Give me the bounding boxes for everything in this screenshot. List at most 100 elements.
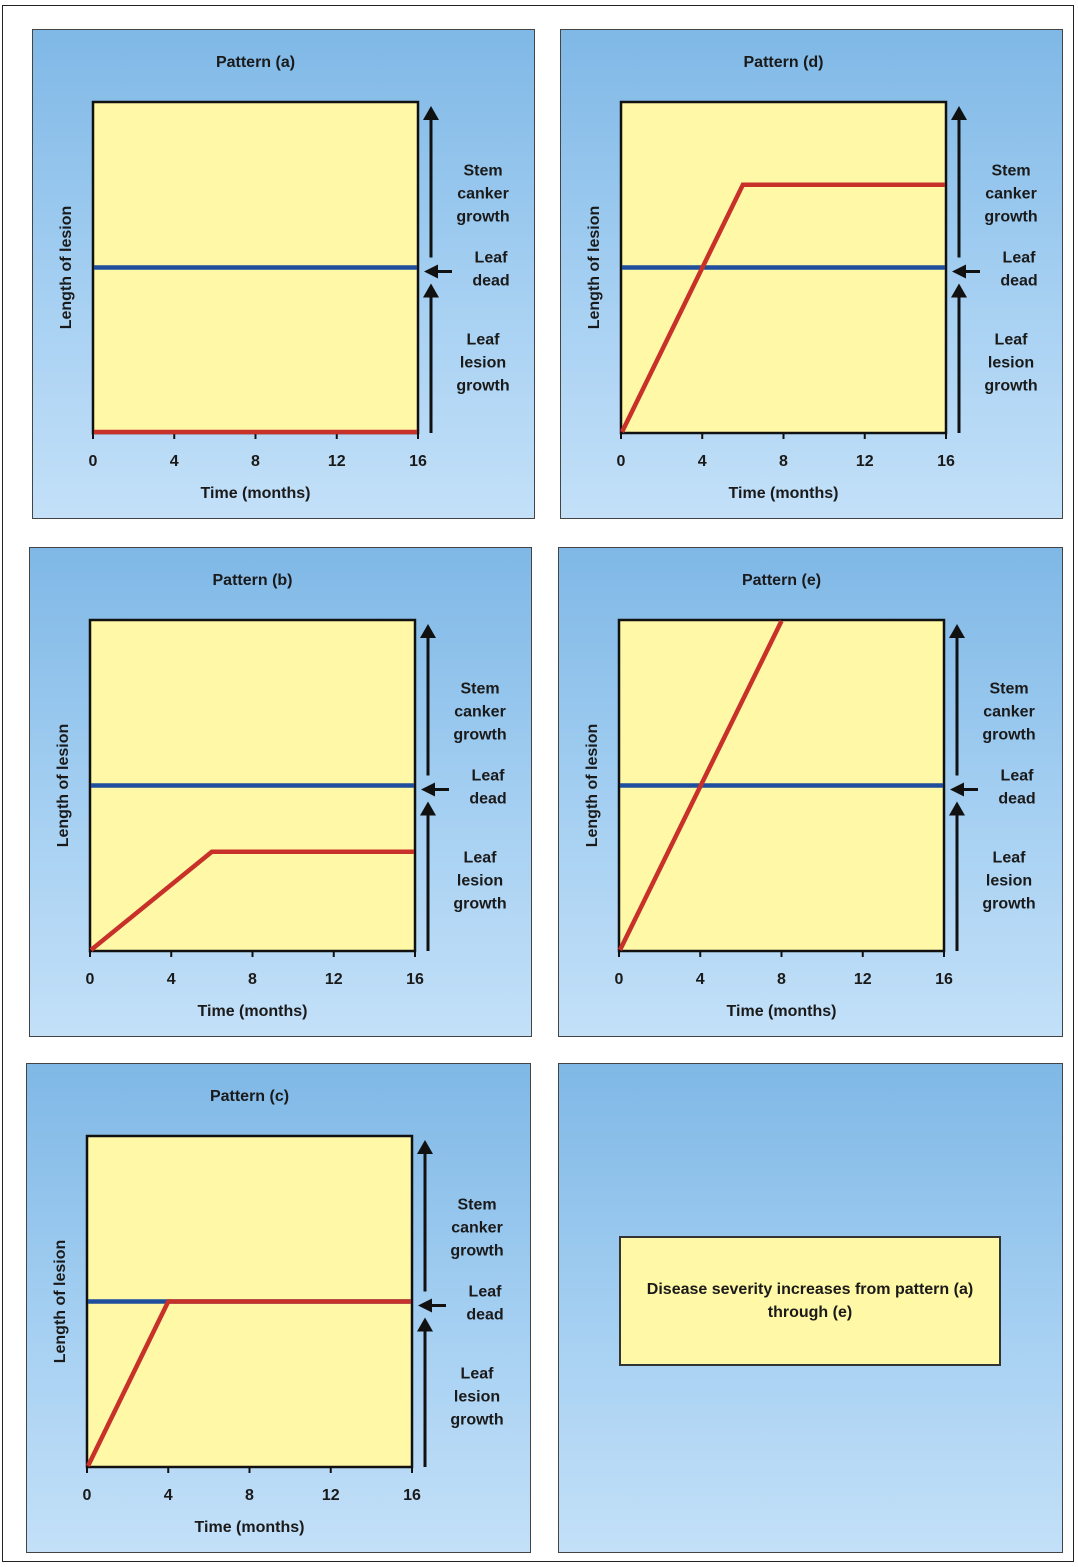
x-axis-label: Time (months) (201, 485, 311, 502)
chart-title: Pattern (c) (210, 1088, 289, 1105)
stem-canker-growth-label: Stem (991, 163, 1030, 180)
x-axis-label: Time (months) (195, 1519, 305, 1536)
leaf-lesion-growth-label: Leaf (995, 332, 1029, 349)
x-tick-label: 0 (89, 453, 98, 470)
panel-note: Disease severity increases from pattern … (558, 1063, 1063, 1553)
chart-title: Pattern (b) (213, 572, 293, 589)
leaf-dead-label: dead (469, 791, 506, 808)
stem-canker-growth-label: canker (983, 704, 1035, 721)
x-tick-label: 8 (777, 971, 786, 988)
x-tick-label: 12 (854, 971, 872, 988)
x-tick-label: 0 (617, 453, 626, 470)
y-axis-label: Length of lesion (52, 1240, 69, 1364)
x-tick-label: 12 (322, 1487, 340, 1504)
leaf-lesion-growth-label: lesion (986, 873, 1032, 890)
leaf-lesion-arrowhead (949, 801, 965, 816)
leaf-lesion-growth-label: growth (456, 378, 509, 395)
y-axis-label: Length of lesion (58, 206, 75, 330)
y-axis-label: Length of lesion (55, 724, 72, 848)
chart-pattern-a: Pattern (a) Length of lesion 0 4 8 12 16 Time (… (58, 54, 510, 502)
figure-page: Pattern (a) Length of lesion 0 4 8 12 16 Time (… (2, 5, 1074, 1562)
x-tick-label: 0 (86, 971, 95, 988)
x-axis-label: Time (months) (198, 1003, 308, 1020)
x-tick-label: 8 (248, 971, 257, 988)
chart-title: Pattern (d) (744, 54, 824, 71)
x-tick-label: 16 (409, 453, 427, 470)
stem-canker-growth-label: Stem (460, 681, 499, 698)
chart-pattern-b: Pattern (b) Length of lesion 0 4 8 12 16 Time (… (55, 572, 507, 1020)
leaf-lesion-growth-label: lesion (454, 1389, 500, 1406)
leaf-dead-label: dead (998, 791, 1035, 808)
leaf-lesion-growth-label: growth (450, 1412, 503, 1429)
leaf-lesion-growth-label: lesion (460, 355, 506, 372)
leaf-lesion-growth-label: Leaf (993, 850, 1027, 867)
leaf-lesion-growth-label: Leaf (464, 850, 498, 867)
y-axis-label: Length of lesion (586, 206, 603, 330)
leaf-lesion-growth-label: lesion (988, 355, 1034, 372)
leaf-dead-label: dead (1000, 273, 1037, 290)
stem-canker-growth-label: growth (984, 209, 1037, 226)
x-tick-label: 4 (696, 971, 705, 988)
x-tick-label: 16 (937, 453, 955, 470)
x-tick-label: 4 (164, 1487, 173, 1504)
leaf-dead-label: Leaf (469, 1284, 503, 1301)
stem-canker-arrowhead (949, 624, 965, 638)
panel-pattern-a: Pattern (a) Length of lesion 0 4 8 12 16 Time (… (32, 29, 535, 519)
stem-canker-arrowhead (417, 1140, 433, 1154)
leaf-lesion-arrowhead (420, 801, 436, 816)
x-tick-label: 12 (856, 453, 874, 470)
x-tick-label: 8 (251, 453, 260, 470)
x-tick-label: 4 (167, 971, 176, 988)
severity-note-line1: Disease severity increases from pattern … (646, 1281, 974, 1298)
panel-pattern-e: Pattern (e) Length of lesion 0 4 8 12 16 Time (… (558, 547, 1063, 1037)
severity-note-box: Disease severity increases from pattern … (619, 1236, 1001, 1366)
x-tick-label: 4 (170, 453, 179, 470)
x-tick-label: 0 (83, 1487, 92, 1504)
leaf-dead-pointer-arrowhead (424, 264, 438, 279)
leaf-lesion-arrowhead (417, 1317, 433, 1332)
leaf-lesion-growth-label: lesion (457, 873, 503, 890)
panel-pattern-c: Pattern (c) Length of lesion 0 4 8 12 16 Time (… (26, 1063, 531, 1553)
panel-pattern-b: Pattern (b) Length of lesion 0 4 8 12 16 Time (… (29, 547, 532, 1037)
chart-pattern-d: Pattern (d) Length of lesion 0 4 8 12 16 Time (… (586, 54, 1038, 502)
stem-canker-growth-label: Stem (989, 681, 1028, 698)
chart-title: Pattern (a) (216, 54, 295, 71)
leaf-lesion-growth-label: growth (453, 896, 506, 913)
stem-canker-growth-label: Stem (463, 163, 502, 180)
leaf-dead-pointer-arrowhead (950, 782, 964, 797)
stem-canker-arrowhead (423, 106, 439, 120)
x-tick-label: 4 (698, 453, 707, 470)
leaf-lesion-growth-label: growth (984, 378, 1037, 395)
leaf-dead-label: dead (472, 273, 509, 290)
leaf-lesion-growth-label: Leaf (461, 1366, 495, 1383)
stem-canker-growth-label: growth (450, 1243, 503, 1260)
stem-canker-growth-label: canker (451, 1220, 503, 1237)
x-tick-label: 16 (403, 1487, 421, 1504)
leaf-dead-label: Leaf (1003, 250, 1037, 267)
stem-canker-growth-label: growth (453, 727, 506, 744)
x-tick-label: 16 (935, 971, 953, 988)
stem-canker-growth-label: growth (456, 209, 509, 226)
leaf-lesion-growth-label: growth (982, 896, 1035, 913)
leaf-lesion-growth-label: Leaf (467, 332, 501, 349)
stem-canker-growth-label: canker (454, 704, 506, 721)
y-axis-label: Length of lesion (584, 724, 601, 848)
stem-canker-growth-label: Stem (457, 1197, 496, 1214)
leaf-lesion-arrowhead (951, 283, 967, 298)
leaf-dead-pointer-arrowhead (418, 1298, 432, 1313)
leaf-dead-label: Leaf (472, 768, 506, 785)
x-tick-label: 16 (406, 971, 424, 988)
x-tick-label: 8 (245, 1487, 254, 1504)
chart-pattern-c: Pattern (c) Length of lesion 0 4 8 12 16 Time (… (52, 1088, 504, 1536)
leaf-dead-label: dead (466, 1307, 503, 1324)
panel-pattern-d: Pattern (d) Length of lesion 0 4 8 12 16 Time (… (560, 29, 1063, 519)
stem-canker-growth-label: canker (457, 186, 509, 203)
severity-note-line2: through (e) (767, 1304, 853, 1321)
x-tick-label: 12 (325, 971, 343, 988)
leaf-dead-pointer-arrowhead (952, 264, 966, 279)
stem-canker-arrowhead (420, 624, 436, 638)
x-axis-label: Time (months) (729, 485, 839, 502)
leaf-dead-label: Leaf (1001, 768, 1035, 785)
leaf-dead-label: Leaf (475, 250, 509, 267)
lesion-length-line (617, 620, 784, 951)
